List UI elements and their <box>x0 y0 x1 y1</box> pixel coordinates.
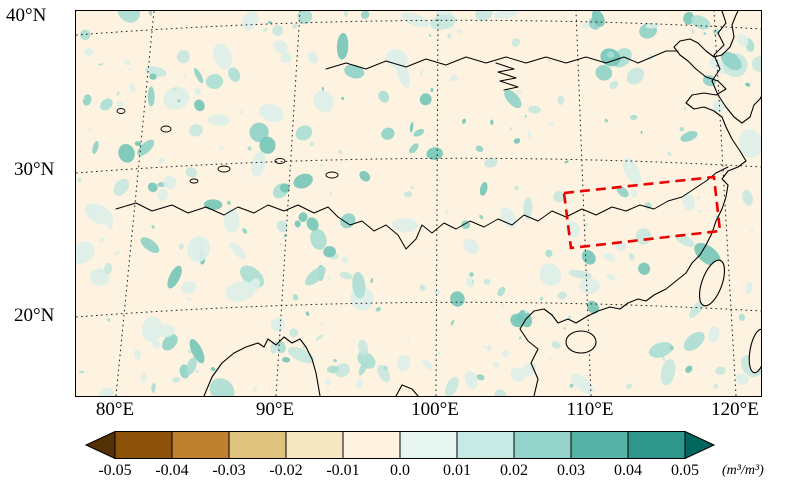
map-panel <box>75 10 762 397</box>
lat-tick-30n: 30°N <box>14 159 55 180</box>
colorbar-segment <box>399 431 458 459</box>
colorbar-tick-label: 0.01 <box>443 462 471 479</box>
coastline <box>115 11 761 396</box>
colorbar-segment <box>228 431 287 459</box>
colorbar-tick-label: -0.05 <box>98 462 132 479</box>
highlight-region-box <box>562 175 722 250</box>
colorbar-tick-label: -0.04 <box>155 462 189 479</box>
colorbar-tick-label: 0.04 <box>614 462 642 479</box>
colorbar-tick-label: 0.02 <box>500 462 528 479</box>
colorbar-segment <box>513 431 572 459</box>
lon-tick-90e: 90°E <box>255 399 295 420</box>
colorbar-tick-label: 0.05 <box>671 462 699 479</box>
lat-tick-40n: 40°N <box>6 5 47 26</box>
colorbar-segment <box>570 431 629 459</box>
graticule <box>76 11 761 396</box>
colorbar-tick-label: 0.0 <box>390 462 410 479</box>
colorbar-segment <box>84 430 116 460</box>
colorbar-segment <box>342 431 401 459</box>
colorbar <box>84 430 716 460</box>
map-canvas <box>76 11 761 396</box>
colorbar-unit-label: (m³/m³) <box>722 463 764 478</box>
anomaly-speckles <box>76 11 761 396</box>
colorbar-segment <box>684 430 716 460</box>
colorbar-segment <box>456 431 515 459</box>
lon-tick-110e: 110°E <box>566 399 614 420</box>
colorbar-ticks: -0.05 -0.04 -0.03 -0.02 -0.01 0.0 0.01 0.02 0.03… <box>85 461 745 483</box>
colorbar-segment <box>114 431 173 459</box>
colorbar-segment <box>627 431 686 459</box>
lon-tick-100e: 100°E <box>411 399 459 420</box>
lat-tick-20n: 20°N <box>14 305 55 326</box>
colorbar-tick-label: 0.03 <box>557 462 585 479</box>
lon-tick-80e: 80°E <box>95 399 135 420</box>
colorbar-tick-label: -0.03 <box>212 462 246 479</box>
colorbar-segment <box>171 431 230 459</box>
colorbar-segment <box>285 431 344 459</box>
colorbar-canvas <box>84 430 716 460</box>
colorbar-tick-label: -0.02 <box>269 462 303 479</box>
lon-tick-120e: 120°E <box>711 399 759 420</box>
colorbar-tick-label: -0.01 <box>326 462 360 479</box>
